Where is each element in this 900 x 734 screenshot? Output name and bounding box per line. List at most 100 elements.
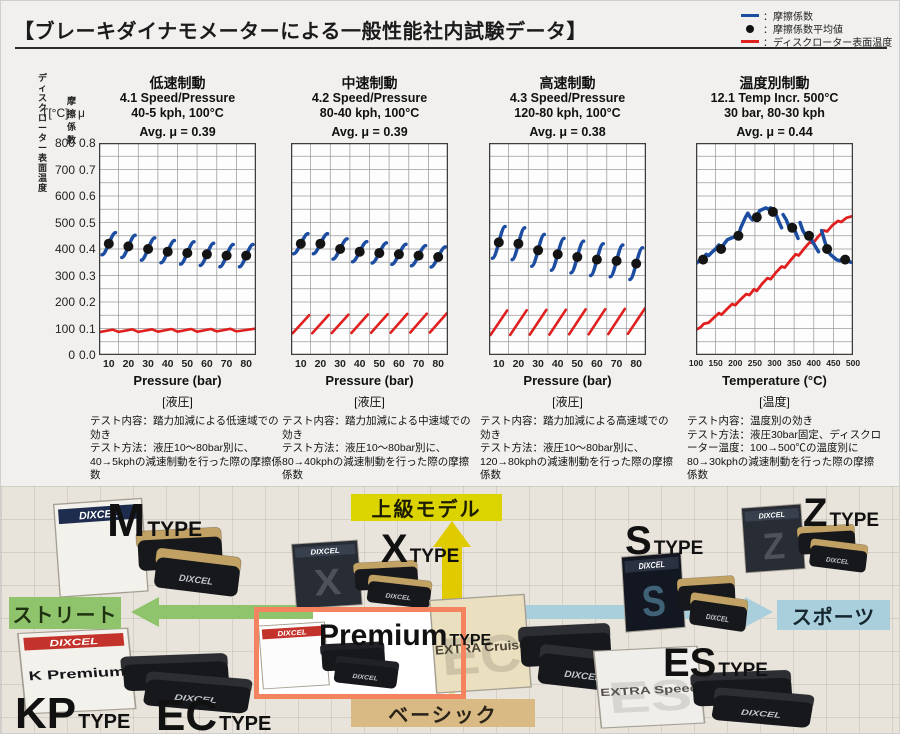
temp-tick: 700 [54, 162, 75, 177]
type-suffix: TYPE [409, 546, 460, 567]
x-tick-label: 60 [393, 358, 405, 370]
chart-category: 低速制動 [149, 75, 206, 91]
x-axis-label: Pressure (bar) [325, 373, 414, 388]
type-label-kp: KP TYPE [15, 689, 131, 733]
mu-tick: 0.4 [79, 242, 96, 256]
svg-text:EC: EC [439, 622, 523, 687]
svg-text:DIXCEL: DIXCEL [352, 673, 378, 682]
test-content: テスト内容：踏力加減による低速域での効き [90, 415, 279, 441]
x-tick-label: 20 [314, 358, 327, 370]
type-letter: Premium [319, 619, 448, 652]
svg-text:DIXCEL: DIXCEL [79, 508, 119, 523]
test-content: テスト内容：温度別の効き [687, 415, 813, 427]
legend-label: ：摩擦係数 [763, 12, 813, 23]
chart-temperature: 温度別制動 12.1 Temp Incr. 500°C 30 bar, 80-3… [687, 71, 881, 486]
svg-text:DIXCEL: DIXCEL [826, 556, 850, 566]
test-data-panel: 【ブレーキダイナモメーターによる一般性能社内試験データ】 ：摩擦係数 ：摩擦係数… [1, 1, 899, 486]
type-suffix: TYPE [147, 518, 203, 541]
x-tick-label: 50 [373, 358, 386, 370]
x-tick-label: 70 [412, 358, 425, 370]
legend-row-friction: ：摩擦係数 [741, 9, 892, 23]
svg-text:X: X [313, 561, 343, 604]
x-tick-label: 60 [591, 358, 603, 370]
x-axis-label: Pressure (bar) [133, 373, 222, 388]
temp-tick: 300 [54, 268, 75, 283]
svg-text:DIXCEL: DIXCEL [385, 593, 411, 603]
x-axis-ticks: 100 150 200 250 300 350 400 450 500 [689, 358, 860, 371]
type-suffix: TYPE [78, 711, 131, 733]
x-tick-label: 70 [610, 358, 623, 370]
chart-legend: ：摩擦係数 ：摩擦係数平均値 ：ディスクローター表面温度 [741, 9, 893, 49]
type-label-ec: EC TYPE [156, 691, 272, 734]
x-tick-label: 80 [240, 358, 253, 370]
chart-plot [291, 143, 448, 355]
mu-tick: 0.1 [79, 321, 96, 336]
mu-tick: 0.2 [79, 295, 96, 309]
type-label-z: Z TYPE [803, 491, 879, 536]
svg-text:DIXCEL: DIXCEL [564, 669, 602, 684]
type-letter: Z [803, 491, 828, 535]
temp-tick: 600 [54, 189, 75, 203]
type-letter: ES [663, 641, 717, 685]
chart-condition: 80-40 kph, 100°C [319, 106, 420, 120]
x-axis-label-jp: [液圧] [354, 395, 385, 409]
chart-mid-speed: 中速制動 4.2 Speed/Pressure 80-40 kph, 100°C… [282, 71, 471, 486]
street-arrow-left-icon [131, 597, 159, 627]
svg-text:DIXCEL: DIXCEL [638, 559, 665, 571]
temp-tick: 800 [54, 136, 75, 150]
test-description: テスト内容：踏力加減による中速域での効き テスト方法：液圧10～80bar別に、… [282, 415, 478, 483]
test-method: テスト方法：液圧10～80bar別に、80→40kphの減速制動を行った際の摩擦… [282, 442, 470, 481]
temp-tick: 400 [54, 242, 75, 256]
svg-text:DIXCEL: DIXCEL [310, 546, 340, 557]
x-tick-label: 50 [571, 358, 584, 370]
test-method: テスト方法：液圧10～80bar別に、40→5kphの減速制動を行った際の摩擦係… [90, 442, 282, 481]
svg-text:Z: Z [761, 525, 786, 568]
chart-plot [489, 143, 646, 355]
x-tick-label: 350 [787, 358, 802, 368]
x-tick-label: 250 [747, 358, 762, 368]
x-tick-label: 40 [353, 358, 366, 370]
x-tick-label: 20 [122, 358, 135, 370]
svg-text:EXTRA Speed: EXTRA Speed [600, 682, 700, 699]
type-letter: M [107, 494, 146, 546]
y-axis-mu-unit: μ [78, 106, 85, 120]
mu-tick: 0.7 [79, 162, 96, 177]
blue-line-swatch-icon [741, 14, 759, 17]
page-title: 【ブレーキダイナモメーターによる一般性能社内試験データ】 [14, 21, 587, 43]
chart-avg-mu: Avg. μ = 0.39 [139, 125, 216, 139]
x-tick-label: 40 [551, 358, 564, 370]
chart-test-id: 12.1 Temp Incr. 500°C [710, 91, 839, 105]
x-tick-label: 300 [767, 358, 782, 368]
x-tick-label: 50 [181, 358, 194, 370]
chart-test-id: 4.3 Speed/Pressure [509, 91, 626, 105]
svg-text:DIXCEL: DIXCEL [174, 693, 218, 705]
x-tick-label: 150 [708, 358, 723, 368]
x-axis-label-jp: [温度] [759, 395, 790, 409]
x-tick-label: 10 [492, 358, 505, 370]
test-content: テスト内容：踏力加減による高速域での効き [480, 415, 669, 441]
sport-arrow-right-icon [745, 597, 773, 627]
legend-row-friction-avg: ：摩擦係数平均値 [741, 22, 892, 36]
type-letter: EC [156, 691, 218, 734]
x-axis-label: Temperature (°C) [722, 373, 827, 388]
black-dot-swatch-icon [746, 24, 754, 33]
type-label-es: ES TYPE [663, 641, 768, 686]
upper-arrow-shaft [442, 546, 462, 608]
x-tick-label: 10 [102, 358, 115, 370]
svg-text:S: S [640, 577, 667, 627]
type-suffix: TYPE [219, 713, 272, 734]
y-axis-mu-header: 摩擦係数 [67, 96, 77, 145]
type-letter: S [625, 519, 652, 563]
svg-text:DIXCEL: DIXCEL [49, 637, 99, 649]
chart-condition: 40-5 kph, 100°C [131, 106, 224, 120]
legend-label: ：ディスクローター表面温度 [763, 38, 893, 49]
x-axis-label: Pressure (bar) [523, 373, 612, 388]
type-letter: X [381, 527, 408, 571]
test-content: テスト内容：踏力加減による中速域での効き [282, 415, 471, 441]
x-tick-label: 80 [630, 358, 643, 370]
x-axis-ticks: 10 20 30 40 50 60 70 80 [99, 358, 256, 371]
x-tick-label: 20 [512, 358, 525, 370]
